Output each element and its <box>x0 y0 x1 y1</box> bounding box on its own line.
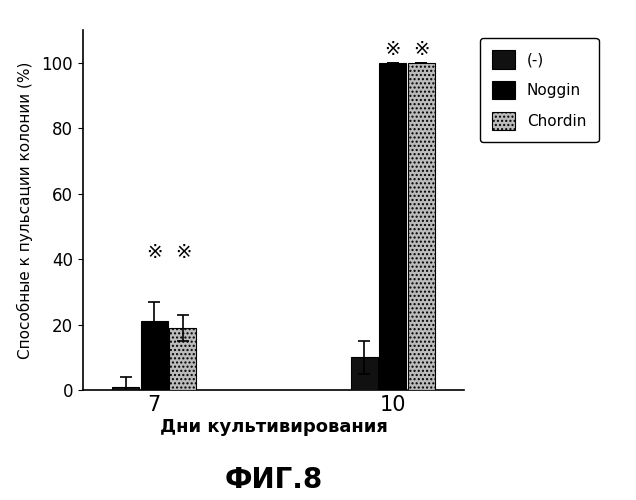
Legend: (-), Noggin, Chordin: (-), Noggin, Chordin <box>480 38 598 142</box>
Text: ※: ※ <box>175 244 191 262</box>
Text: ※: ※ <box>413 40 429 60</box>
Text: ФИГ.8: ФИГ.8 <box>225 466 322 494</box>
Bar <box>408 62 435 390</box>
Text: Дни культивирования: Дни культивирования <box>160 418 387 436</box>
Bar <box>169 328 197 390</box>
Bar <box>112 386 139 390</box>
Bar <box>141 322 168 390</box>
Text: ※: ※ <box>146 244 162 262</box>
Y-axis label: Способные к пульсации колонии (%): Способные к пульсации колонии (%) <box>17 62 33 358</box>
Text: ※: ※ <box>385 40 401 60</box>
Bar <box>350 358 378 390</box>
Bar <box>379 62 406 390</box>
